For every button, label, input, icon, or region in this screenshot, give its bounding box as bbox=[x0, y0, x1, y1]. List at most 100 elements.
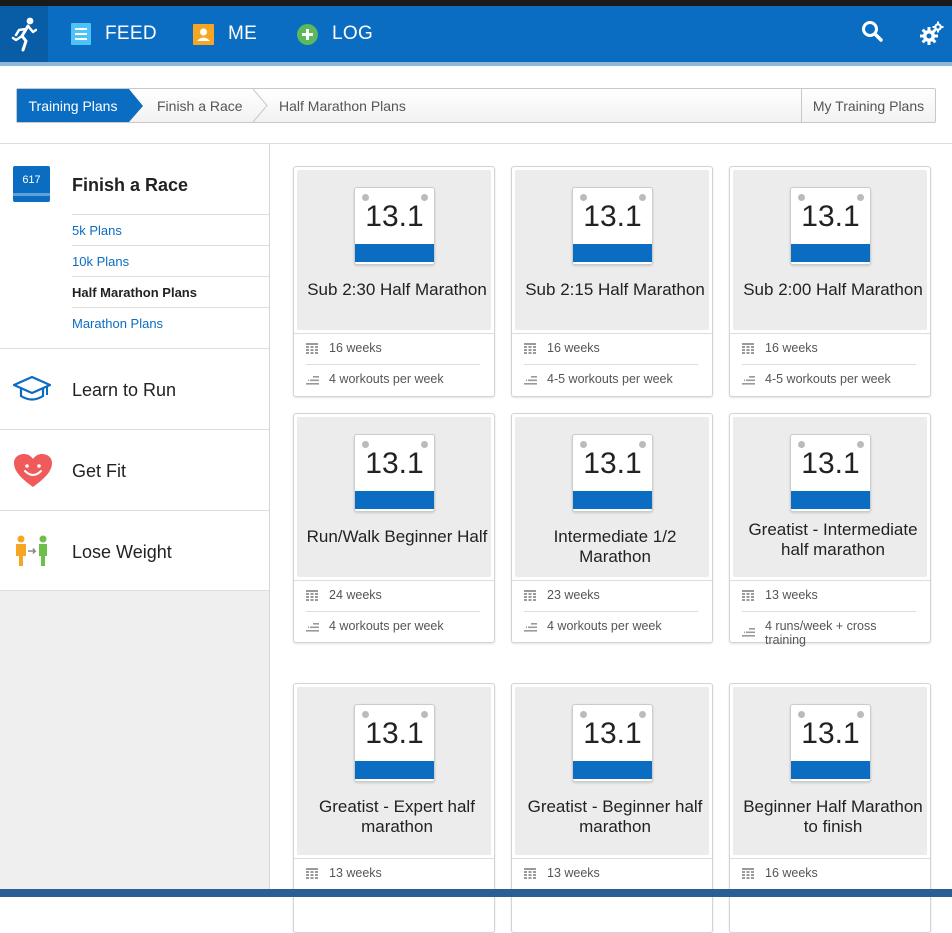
plan-duration: 16 weeks bbox=[742, 341, 916, 355]
breadcrumb-separator bbox=[252, 89, 268, 122]
calendar-grid-icon bbox=[306, 868, 318, 880]
plan-duration: 16 weeks bbox=[524, 341, 698, 355]
calendar-ring bbox=[857, 711, 864, 718]
plan-title[interactable]: Sub 2:15 Half Marathon bbox=[525, 280, 705, 299]
plan-frequency: 4 workouts per week bbox=[306, 619, 480, 633]
plan-title[interactable]: Beginner Half Marathon to finish bbox=[743, 797, 923, 836]
plan-duration: 13 weeks bbox=[742, 588, 916, 602]
gear-icon[interactable] bbox=[919, 21, 945, 52]
divider bbox=[524, 611, 698, 612]
plan-weeks: 16 weeks bbox=[765, 341, 818, 355]
plan-card[interactable]: 13.1 Intermediate 1/2 Marathon 23 weeks 4 w… bbox=[511, 413, 713, 643]
workouts-icon bbox=[306, 374, 319, 386]
distance-badge: 13.1 bbox=[583, 717, 642, 750]
sidebar-item-learn-to-run[interactable]: Learn to Run bbox=[72, 380, 177, 400]
calendar-ring bbox=[580, 194, 587, 201]
distance-badge: 13.1 bbox=[801, 447, 860, 480]
divider bbox=[306, 611, 480, 612]
sidebar-item-lose-weight[interactable]: Lose Weight bbox=[72, 542, 172, 562]
calendar-ring bbox=[362, 194, 369, 201]
plus-icon bbox=[297, 23, 318, 45]
calendar-ring bbox=[639, 711, 646, 718]
nav-me[interactable]: ME bbox=[193, 6, 257, 62]
plan-title[interactable]: Greatist - Expert half marathon bbox=[319, 797, 475, 836]
calendar-badge-icon: 13.1 bbox=[572, 434, 653, 512]
sidebar-item-10k[interactable]: 10k Plans bbox=[72, 245, 269, 276]
workouts-icon bbox=[306, 621, 319, 633]
calendar-badge-icon: 13.1 bbox=[790, 187, 871, 265]
divider bbox=[0, 590, 269, 591]
sidebar-item-get-fit[interactable]: Get Fit bbox=[72, 461, 127, 481]
graduation-cap-icon bbox=[12, 374, 52, 409]
plan-title[interactable]: Run/Walk Beginner Half bbox=[306, 527, 488, 546]
breadcrumb-half-marathon-plans[interactable]: Half Marathon Plans bbox=[279, 89, 406, 122]
plan-card[interactable]: 13.1 Run/Walk Beginner Half 24 weeks 4 work… bbox=[293, 413, 495, 643]
plan-title[interactable]: Greatist - Intermediate half marathon bbox=[748, 520, 918, 559]
calendar-grid-icon bbox=[306, 590, 318, 602]
heart-icon bbox=[13, 453, 53, 494]
divider bbox=[730, 333, 930, 334]
plan-duration: 16 weeks bbox=[742, 866, 916, 880]
my-training-plans-button[interactable]: My Training Plans bbox=[801, 89, 935, 122]
calendar-grid-icon bbox=[524, 868, 536, 880]
plan-workouts: 4 runs/week + cross training bbox=[765, 619, 877, 647]
plan-thumbnail: 13.1 Greatist - Intermediate half maratho… bbox=[733, 417, 927, 577]
plan-card[interactable]: 13.1 Sub 2:30 Half Marathon 16 weeks 4 work… bbox=[293, 166, 495, 397]
plan-title[interactable]: Greatist - Beginner half marathon bbox=[527, 797, 703, 836]
nav-log[interactable]: LOG bbox=[297, 6, 373, 62]
workouts-icon bbox=[524, 374, 537, 386]
plan-thumbnail: 13.1 Intermediate 1/2 Marathon bbox=[515, 417, 709, 577]
calendar-band bbox=[355, 761, 434, 779]
calendar-badge-icon: 13.1 bbox=[572, 187, 653, 265]
plan-thumbnail: 13.1 Sub 2:30 Half Marathon bbox=[297, 170, 491, 330]
search-icon[interactable] bbox=[861, 20, 883, 47]
plan-thumbnail: 13.1 Sub 2:15 Half Marathon bbox=[515, 170, 709, 330]
calendar-band bbox=[791, 244, 870, 262]
calendar-badge-icon: 13.1 bbox=[354, 704, 435, 782]
plan-card[interactable]: 13.1 Sub 2:00 Half Marathon 16 weeks 4-5 wo… bbox=[729, 166, 931, 397]
breadcrumb-finish-a-race[interactable]: Finish a Race bbox=[157, 89, 243, 122]
divider bbox=[512, 580, 712, 581]
divider bbox=[0, 348, 269, 349]
plan-weeks: 24 weeks bbox=[329, 588, 382, 602]
plan-weeks: 23 weeks bbox=[547, 588, 600, 602]
plan-card[interactable]: 13.1 Sub 2:15 Half Marathon 16 weeks 4-5 wo… bbox=[511, 166, 713, 397]
nav-log-label: LOG bbox=[332, 23, 374, 44]
calendar-band bbox=[791, 761, 870, 779]
calendar-grid-icon bbox=[742, 868, 754, 880]
workouts-icon bbox=[524, 621, 537, 633]
divider bbox=[294, 580, 494, 581]
sidebar: 617 Finish a Race 5k Plans 10k Plans Hal… bbox=[0, 144, 270, 890]
divider bbox=[306, 364, 480, 365]
calendar-badge-icon: 13.1 bbox=[572, 704, 653, 782]
plan-title[interactable]: Intermediate 1/2 Marathon bbox=[553, 527, 677, 566]
calendar-grid-icon bbox=[742, 590, 754, 602]
sidebar-item-marathon[interactable]: Marathon Plans bbox=[72, 307, 269, 338]
plan-workouts: 4-5 workouts per week bbox=[765, 372, 891, 386]
workouts-icon bbox=[742, 374, 755, 386]
plan-title[interactable]: Sub 2:00 Half Marathon bbox=[743, 280, 923, 299]
nav-feed-label: FEED bbox=[105, 23, 157, 44]
plan-weeks: 16 weeks bbox=[547, 341, 600, 355]
sidebar-item-half-marathon[interactable]: Half Marathon Plans bbox=[72, 276, 269, 307]
divider bbox=[294, 333, 494, 334]
distance-badge: 13.1 bbox=[365, 717, 424, 750]
calendar-ring bbox=[857, 194, 864, 201]
runner-icon[interactable] bbox=[0, 6, 48, 62]
plan-title[interactable]: Sub 2:30 Half Marathon bbox=[307, 280, 487, 299]
plan-card[interactable]: 13.1 Greatist - Intermediate half maratho… bbox=[729, 413, 931, 647]
calendar-badge-icon: 13.1 bbox=[354, 187, 435, 265]
breadcrumb-label: Training Plans bbox=[28, 97, 118, 114]
calendar-ring bbox=[580, 441, 587, 448]
breadcrumb-training-plans[interactable]: Training Plans bbox=[17, 89, 129, 122]
calendar-band bbox=[791, 491, 870, 509]
calendar-badge: 617 bbox=[22, 174, 40, 186]
nav-feed[interactable]: FEED bbox=[70, 6, 157, 62]
plan-frequency: 4 workouts per week bbox=[524, 619, 698, 633]
plan-workouts: 4-5 workouts per week bbox=[547, 372, 673, 386]
sidebar-item-5k[interactable]: 5k Plans bbox=[72, 214, 269, 245]
distance-badge: 13.1 bbox=[801, 200, 860, 233]
distance-badge: 13.1 bbox=[801, 717, 860, 750]
calendar-ring bbox=[421, 711, 428, 718]
calendar-icon: 617 bbox=[13, 166, 50, 207]
